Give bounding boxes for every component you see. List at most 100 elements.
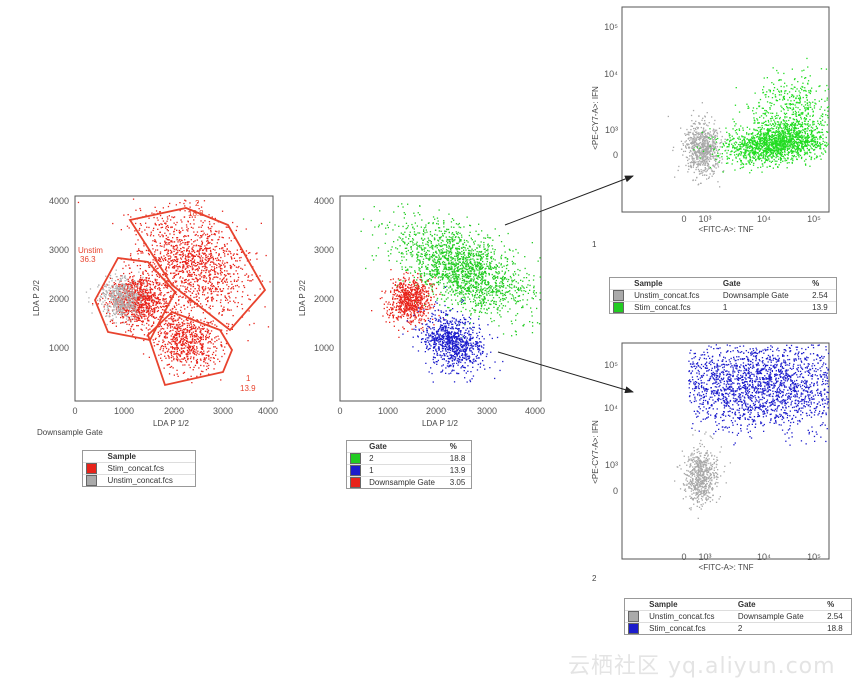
gate-2-point (432, 283, 434, 285)
stim-point (166, 351, 168, 353)
gate-2-point (451, 218, 454, 220)
unstim-point (132, 296, 134, 298)
stim-point (134, 283, 136, 286)
stim-point (176, 260, 179, 262)
stim-point (203, 262, 205, 264)
unstim-point (138, 271, 140, 273)
gate-2-point (432, 276, 435, 278)
stim-point (149, 286, 151, 288)
stim-point (172, 247, 174, 249)
stim-point (186, 271, 188, 273)
gate-2-point (444, 232, 446, 235)
stim-point (202, 230, 204, 232)
unstim-point (132, 305, 134, 307)
stim-point (190, 275, 192, 277)
stim-point (179, 333, 181, 335)
stim-point (142, 271, 144, 273)
stim-point (139, 287, 141, 289)
stim-point (182, 343, 185, 345)
stim-point (179, 209, 181, 212)
stim-point (144, 299, 146, 301)
stim-point (172, 348, 174, 350)
stim-point (180, 243, 182, 245)
gate-2-point (417, 259, 419, 261)
stim-point (225, 250, 228, 252)
gate-2-point (450, 294, 452, 296)
gate-2-point (483, 272, 485, 274)
gate-2-point (423, 275, 426, 277)
stim-point (193, 223, 195, 225)
stim-point (150, 297, 152, 299)
gate-2-point (410, 248, 412, 250)
stim-point (158, 284, 160, 286)
stim-point (165, 286, 167, 288)
unstim-point (110, 290, 113, 292)
stim-point (145, 277, 148, 279)
stim-point (170, 353, 172, 355)
stim-point (194, 216, 196, 218)
stim-point (122, 307, 124, 310)
gate-2-point (387, 250, 389, 252)
gate-2-point (479, 263, 482, 266)
gate-2-point (427, 222, 430, 224)
stim-point (207, 296, 209, 298)
stim-point (126, 300, 128, 302)
stim-point (149, 235, 152, 237)
unstim-point (135, 285, 138, 287)
stim-point (172, 336, 175, 338)
stim-point (161, 223, 163, 226)
gate-2-point (410, 252, 413, 254)
stim-point (177, 318, 179, 320)
stim-point (221, 314, 223, 316)
stim-point (222, 349, 224, 351)
gate-2-point (480, 282, 482, 284)
stim-point (208, 281, 210, 283)
stim-point (173, 340, 175, 343)
stim-point (167, 205, 170, 208)
stim-point (185, 353, 188, 355)
stim-point (198, 353, 200, 355)
unstim-point (107, 298, 109, 300)
gate-2-point (450, 247, 452, 249)
stim-point (125, 298, 127, 300)
gate-2-point (446, 289, 448, 291)
unstim-point (117, 291, 119, 293)
stim-point (198, 284, 200, 287)
stim-point (164, 344, 167, 346)
unstim-point (112, 295, 114, 298)
stim-point (113, 298, 115, 300)
stim-point (200, 206, 203, 208)
stim-point (221, 236, 223, 238)
gate-2-point (464, 302, 466, 305)
stim-point (146, 233, 148, 235)
gate-2-point (451, 247, 453, 249)
gate-2-point (494, 277, 496, 279)
unstim-point (134, 305, 137, 307)
gate-2-point (495, 264, 497, 266)
stim-point (173, 216, 176, 218)
stim-point (153, 311, 156, 313)
unstim-point (103, 289, 105, 291)
gate-2-point (509, 275, 512, 278)
stim-point (198, 253, 201, 255)
stim-point (211, 233, 213, 236)
stim-point (199, 374, 202, 376)
gate-2-point (450, 257, 452, 259)
gate-2-point (454, 289, 457, 291)
stim-point (173, 267, 175, 269)
stim-point (210, 227, 212, 230)
stim-point (179, 270, 181, 272)
stim-point (174, 311, 177, 313)
gate-2-point (432, 253, 434, 256)
stim-point (185, 260, 187, 263)
unstim-point (140, 302, 142, 304)
gate-2-point (515, 314, 517, 317)
unstim-point (106, 292, 109, 294)
stim-point (213, 266, 215, 268)
unstim-point (123, 287, 125, 289)
stim-point (196, 295, 198, 297)
stim-point (202, 249, 204, 251)
gate-2-point (523, 323, 525, 326)
stim-point (205, 304, 208, 306)
stim-point (173, 246, 175, 248)
